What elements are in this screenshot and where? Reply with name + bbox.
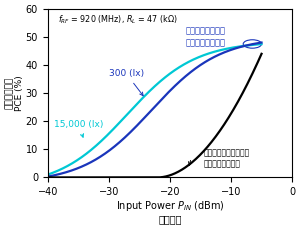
Text: 300 (lx): 300 (lx)	[109, 69, 144, 96]
Text: $f_{RF}$ = 920 (MHz), $R_L$ = 47 (k$\Omega$): $f_{RF}$ = 920 (MHz), $R_L$ = 47 (k$\Ome…	[58, 14, 177, 26]
Y-axis label: 電力変換効率
PCE (%): 電力変換効率 PCE (%)	[5, 75, 24, 111]
Text: 太陽電池アシスト無し: 太陽電池アシスト無し	[203, 148, 250, 157]
X-axis label: Input Power $P_{IN}$ (dBm)
入力電力: Input Power $P_{IN}$ (dBm) 入力電力	[116, 199, 224, 224]
Text: シナジー整流回路: シナジー整流回路	[186, 38, 226, 47]
Text: 15,000 (lx): 15,000 (lx)	[54, 120, 103, 137]
Text: 太陽電池アシスト: 太陽電池アシスト	[186, 27, 226, 35]
Text: （従来整流回路）: （従来整流回路）	[203, 159, 241, 168]
